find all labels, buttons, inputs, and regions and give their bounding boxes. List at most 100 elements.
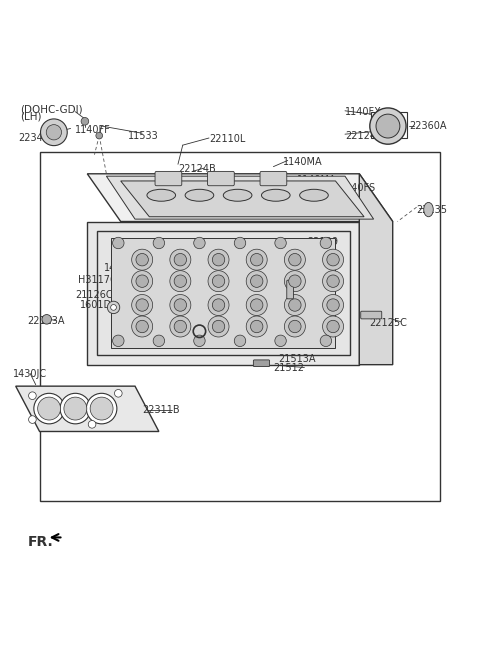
Text: (DOHC-GDI): (DOHC-GDI) <box>21 104 83 114</box>
Ellipse shape <box>147 189 176 201</box>
Circle shape <box>376 114 400 138</box>
Circle shape <box>284 295 305 315</box>
Circle shape <box>370 108 406 144</box>
Circle shape <box>323 295 344 315</box>
Text: (LH): (LH) <box>21 112 42 121</box>
Circle shape <box>246 270 267 292</box>
Text: 1601DG: 1601DG <box>80 300 120 310</box>
Text: 22113A: 22113A <box>28 316 65 326</box>
Text: 21126C: 21126C <box>75 291 113 300</box>
Circle shape <box>132 295 153 315</box>
Ellipse shape <box>424 202 433 217</box>
Circle shape <box>174 299 187 311</box>
Polygon shape <box>87 221 360 364</box>
Text: 22124B: 22124B <box>159 180 197 190</box>
Circle shape <box>170 295 191 315</box>
Circle shape <box>327 299 339 311</box>
Circle shape <box>86 393 117 424</box>
Circle shape <box>136 275 148 287</box>
Circle shape <box>29 416 36 423</box>
Text: 22110L: 22110L <box>209 134 245 144</box>
FancyBboxPatch shape <box>39 152 441 501</box>
Circle shape <box>320 335 332 347</box>
Circle shape <box>170 249 191 270</box>
Circle shape <box>275 237 286 249</box>
Text: H31176: H31176 <box>78 275 116 285</box>
Text: 1140FX: 1140FX <box>345 106 382 117</box>
Ellipse shape <box>223 189 252 201</box>
Text: 22311B: 22311B <box>142 405 180 415</box>
Circle shape <box>208 316 229 337</box>
Polygon shape <box>111 238 336 348</box>
Text: 1430JK: 1430JK <box>104 263 138 273</box>
Polygon shape <box>360 174 393 364</box>
Polygon shape <box>87 174 393 221</box>
FancyBboxPatch shape <box>207 171 234 185</box>
Circle shape <box>212 253 225 266</box>
Circle shape <box>42 315 51 324</box>
Circle shape <box>136 253 148 266</box>
Circle shape <box>81 118 89 125</box>
Ellipse shape <box>300 189 328 201</box>
Circle shape <box>323 249 344 270</box>
Circle shape <box>29 392 36 400</box>
Text: 22341A: 22341A <box>18 133 56 143</box>
Circle shape <box>153 335 165 347</box>
Circle shape <box>327 275 339 287</box>
Text: 1430JC: 1430JC <box>13 369 48 379</box>
Circle shape <box>46 125 61 140</box>
Circle shape <box>251 299 263 311</box>
Text: 1140FF: 1140FF <box>75 125 111 135</box>
Circle shape <box>251 320 263 333</box>
Text: 22360A: 22360A <box>409 121 447 131</box>
Circle shape <box>284 270 305 292</box>
Circle shape <box>320 237 332 249</box>
Text: 22125C: 22125C <box>369 318 407 328</box>
Text: FR.: FR. <box>28 535 53 549</box>
Circle shape <box>60 393 91 424</box>
Circle shape <box>34 393 64 424</box>
Circle shape <box>174 320 187 333</box>
Circle shape <box>246 316 267 337</box>
Circle shape <box>284 316 305 337</box>
Circle shape <box>327 320 339 333</box>
Circle shape <box>212 299 225 311</box>
Circle shape <box>113 335 124 347</box>
Circle shape <box>136 299 148 311</box>
Circle shape <box>90 397 113 420</box>
Circle shape <box>108 301 120 313</box>
Circle shape <box>251 253 263 266</box>
Circle shape <box>246 295 267 315</box>
Polygon shape <box>120 181 364 217</box>
Text: 22135: 22135 <box>417 204 447 215</box>
Circle shape <box>288 320 301 333</box>
Circle shape <box>284 249 305 270</box>
Text: 21513A: 21513A <box>278 354 316 364</box>
Polygon shape <box>107 176 373 219</box>
Text: 22129: 22129 <box>307 236 338 247</box>
FancyBboxPatch shape <box>361 311 382 319</box>
Circle shape <box>88 421 96 428</box>
Text: 1140MA: 1140MA <box>283 157 323 167</box>
Polygon shape <box>16 386 159 432</box>
Circle shape <box>323 316 344 337</box>
Text: 22112A: 22112A <box>178 330 216 340</box>
Circle shape <box>115 389 122 397</box>
Circle shape <box>170 270 191 292</box>
Polygon shape <box>97 231 350 355</box>
Text: 22124B: 22124B <box>302 199 340 209</box>
Circle shape <box>288 253 301 266</box>
Circle shape <box>132 249 153 270</box>
Ellipse shape <box>262 189 290 201</box>
Circle shape <box>40 119 67 146</box>
Circle shape <box>132 270 153 292</box>
FancyBboxPatch shape <box>287 280 293 299</box>
FancyBboxPatch shape <box>260 171 287 185</box>
FancyBboxPatch shape <box>253 360 270 366</box>
Circle shape <box>208 270 229 292</box>
Circle shape <box>234 237 246 249</box>
Text: 22114D: 22114D <box>295 295 334 305</box>
Text: 1573JM: 1573JM <box>111 319 147 329</box>
Circle shape <box>153 237 165 249</box>
Circle shape <box>174 253 187 266</box>
